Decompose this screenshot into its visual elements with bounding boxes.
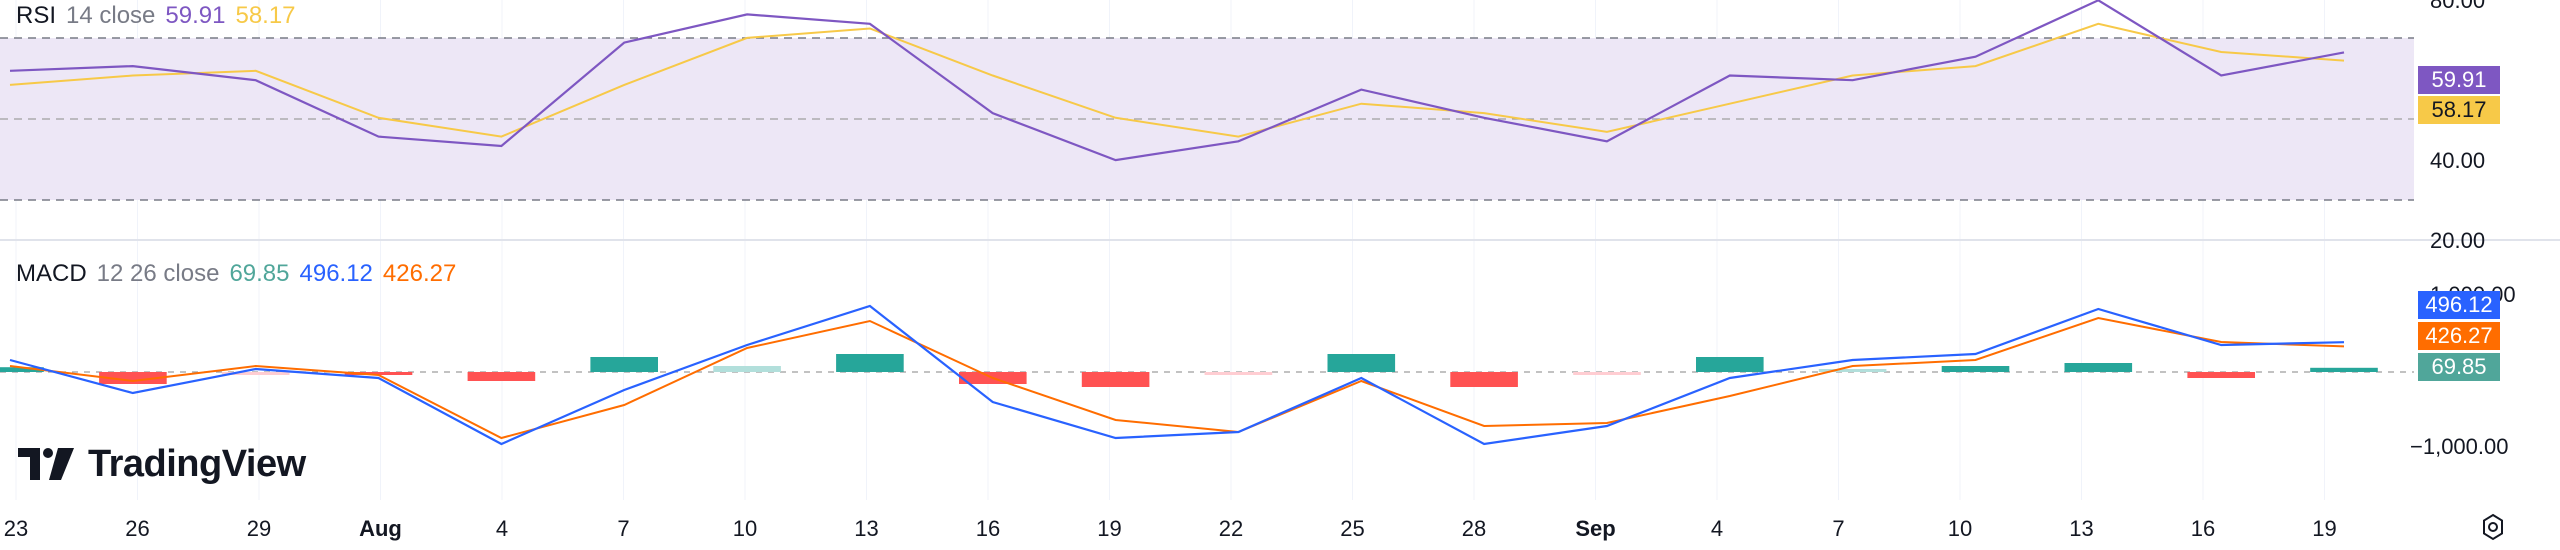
histogram-bar (2310, 367, 2378, 372)
macd-legend-name: MACD (16, 260, 87, 287)
time-axis: 23 26 29 Aug 4 7 10 13 16 19 22 25 28 Sep 4 7 10 13 16 19 (4, 516, 2337, 541)
macd-hist-legend-value: 69.85 (229, 260, 290, 287)
rsi-legend-name: RSI (16, 2, 57, 29)
x-axis-label: Sep (1575, 516, 1615, 541)
rsi-legend-params: 14 close (66, 2, 156, 29)
x-axis-label: 26 (125, 516, 149, 541)
x-axis-label: 19 (1097, 516, 1121, 541)
histogram-bar (1327, 354, 1396, 372)
macd-line (9, 304, 2345, 446)
macd-line-legend-value: 496.12 (299, 260, 373, 287)
macd-last-value-tag: 496.12 (2418, 291, 2500, 319)
x-axis-label: 4 (496, 516, 508, 541)
rsi-ma-legend-value: 58.17 (235, 2, 296, 29)
x-axis-label: 10 (1948, 516, 1972, 541)
x-axis-label: 25 (1340, 516, 1364, 541)
x-axis-label: 19 (2312, 516, 2336, 541)
histogram-bar (1450, 372, 1518, 387)
histogram-bar (221, 372, 290, 375)
histogram-bar (1696, 357, 1764, 372)
histogram-bar (99, 372, 167, 384)
gear-icon[interactable] (2478, 512, 2508, 542)
rsi-line (9, 0, 2345, 162)
hist-last-value-tag: 69.85 (2418, 353, 2500, 381)
x-axis-label: 16 (2191, 516, 2215, 541)
rsi-scale-label-80: 80.00 (2430, 0, 2485, 13)
x-axis-label: Aug (359, 516, 402, 541)
rsi-ma-line (9, 22, 2345, 138)
rsi-ma-last-value-tag: 58.17 (2418, 96, 2500, 124)
rsi-legend[interactable]: RSI 14 close 59.91 58.17 (16, 2, 306, 30)
histogram-bar (2187, 372, 2255, 378)
signal-legend-value: 426.27 (382, 260, 457, 287)
macd-legend[interactable]: MACD 12 26 close 69.85 496.12 426.27 (16, 260, 466, 288)
histogram-bar (1081, 372, 1150, 387)
rsi-scale-label-20: 20.00 (2430, 228, 2485, 253)
x-axis-label: 23 (4, 516, 28, 541)
x-axis-label: 29 (247, 516, 271, 541)
histogram-bar (2064, 363, 2133, 372)
x-axis-label: 10 (733, 516, 757, 541)
tradingview-logo[interactable]: TradingView (18, 440, 306, 488)
macd-legend-params: 12 26 close (96, 260, 220, 287)
tradingview-logo-icon (18, 448, 74, 480)
x-axis-label: 28 (1462, 516, 1486, 541)
histogram-bar (1204, 372, 1273, 375)
histogram-bar (590, 357, 658, 372)
rsi-legend-value: 59.91 (165, 2, 226, 29)
x-axis-label: 16 (976, 516, 1000, 541)
histogram-bar (1818, 369, 1887, 372)
macd-histogram (0, 354, 2378, 387)
x-axis-label: 22 (1219, 516, 1243, 541)
signal-line (9, 316, 2345, 440)
x-axis-label: 7 (1832, 516, 1844, 541)
histogram-bar (0, 367, 44, 372)
macd-pane (0, 304, 2414, 446)
rsi-last-value-tag: 59.91 (2418, 66, 2500, 94)
macd-scale-label-bottom: −1,000.00 (2410, 434, 2508, 459)
x-axis-label: 7 (617, 516, 629, 541)
histogram-bar (1941, 366, 2010, 372)
x-axis-label: 13 (2069, 516, 2093, 541)
rsi-scale-label-40: 40.00 (2430, 148, 2485, 173)
histogram-bar (713, 366, 781, 372)
tradingview-logo-text: TradingView (88, 442, 306, 485)
histogram-bar (836, 354, 904, 372)
x-axis-label: 4 (1711, 516, 1723, 541)
rsi-pane (0, 0, 2414, 201)
histogram-bar (467, 372, 536, 381)
histogram-bar (1573, 372, 1641, 375)
x-axis-label: 13 (854, 516, 878, 541)
histogram-bar (344, 372, 413, 375)
signal-last-value-tag: 426.27 (2418, 322, 2500, 350)
